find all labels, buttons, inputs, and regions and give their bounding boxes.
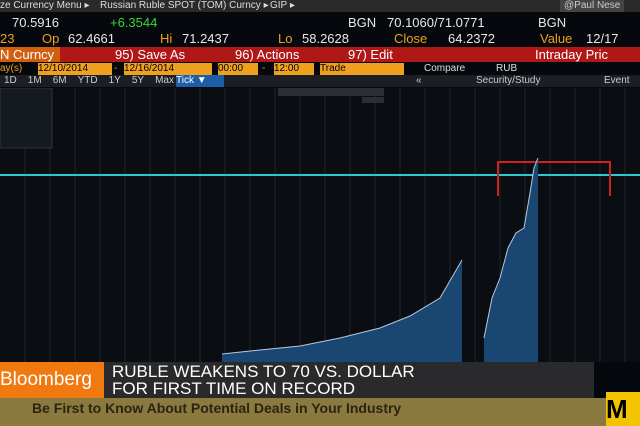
headline-box [104,362,594,398]
high: 71.2437 [182,31,229,46]
legend-box [0,88,53,149]
last: 70.5916 [12,15,59,30]
period-button[interactable]: 1Y [108,75,121,86]
headline: FOR FIRST TIME ON RECORD [112,379,356,398]
label: Value [540,31,573,46]
mode[interactable]: Trade [320,63,404,75]
tick-selector[interactable]: Tick ▼ [176,75,224,87]
dash: - [114,63,118,74]
menu-bar [0,47,640,62]
label: Hi [160,31,173,46]
source: BGN [348,15,377,30]
label: Op [42,31,60,46]
gip[interactable]: GIP ▸ [270,0,295,11]
start-date[interactable]: 12/10/2014 [38,63,112,75]
open: 62.4661 [68,31,115,46]
label: Close [394,31,428,46]
grid [24,88,626,362]
start-time[interactable]: 00:00 [218,63,258,75]
save-button[interactable]: 95) Save As [115,47,186,62]
chart-toolbar[interactable] [362,97,384,103]
price-area [484,158,538,362]
dash: - [262,63,266,74]
compare[interactable]: Compare [424,63,466,74]
user[interactable]: @Paul Nese [560,0,625,12]
end-date[interactable]: 12/16/2014 [124,63,212,75]
price-chart [0,88,640,362]
ticker-bar [0,398,640,426]
close: 64.2372 [448,31,495,46]
security[interactable]: Russian Ruble SPOT (TOM) Curncy ▸ [100,0,269,11]
period-list: 1D 1M 6M YTD 1Y 5Y Max [4,75,174,87]
study[interactable]: Security/Study [476,75,541,86]
period-button[interactable]: 1D [4,75,17,86]
collapse[interactable]: « [416,75,422,86]
days-label: ay(s) [0,63,23,74]
bid-ask: 70.1060/71.0771 [387,15,485,30]
ticker-label: N Curncy [0,47,61,62]
chart-background [0,88,640,362]
edit-button[interactable]: 97) Edit [348,47,393,62]
source: BGN [538,15,567,30]
change: +6.3544 [110,15,158,30]
event[interactable]: Event [604,75,630,86]
highlight-bracket [497,161,611,196]
ticker-text: Be First to Know About Potential Deals i… [32,400,402,416]
brand-box [0,362,104,398]
actions-button[interactable]: 96) Actions [235,47,300,62]
end-time[interactable]: 12:00 [274,63,314,75]
label: Lo [278,31,293,46]
period-button[interactable]: YTD [77,75,98,86]
value: 12/17 [586,31,619,46]
period-bar [0,75,640,87]
period-button[interactable]: 5Y [131,75,145,86]
price-line [483,157,539,339]
period-button[interactable]: Max [155,75,174,86]
brand: Bloomberg [0,369,92,390]
currency[interactable]: RUB [496,63,518,74]
menu[interactable]: ze Currency Menu ▸ [0,0,90,11]
page-title: Intraday Pric [535,47,608,62]
period-button[interactable]: 1M [27,75,42,86]
time: 23 [0,31,15,46]
top-bar [0,0,640,12]
low: 58.2628 [302,31,349,46]
corner-logo: M [606,392,640,426]
period-button[interactable]: 6M [52,75,67,86]
headline: RUBLE WEAKENS TO 70 VS. DOLLAR [112,362,415,381]
chart-toolbar[interactable] [278,88,384,96]
price-area [222,260,462,362]
price-line [221,259,463,355]
